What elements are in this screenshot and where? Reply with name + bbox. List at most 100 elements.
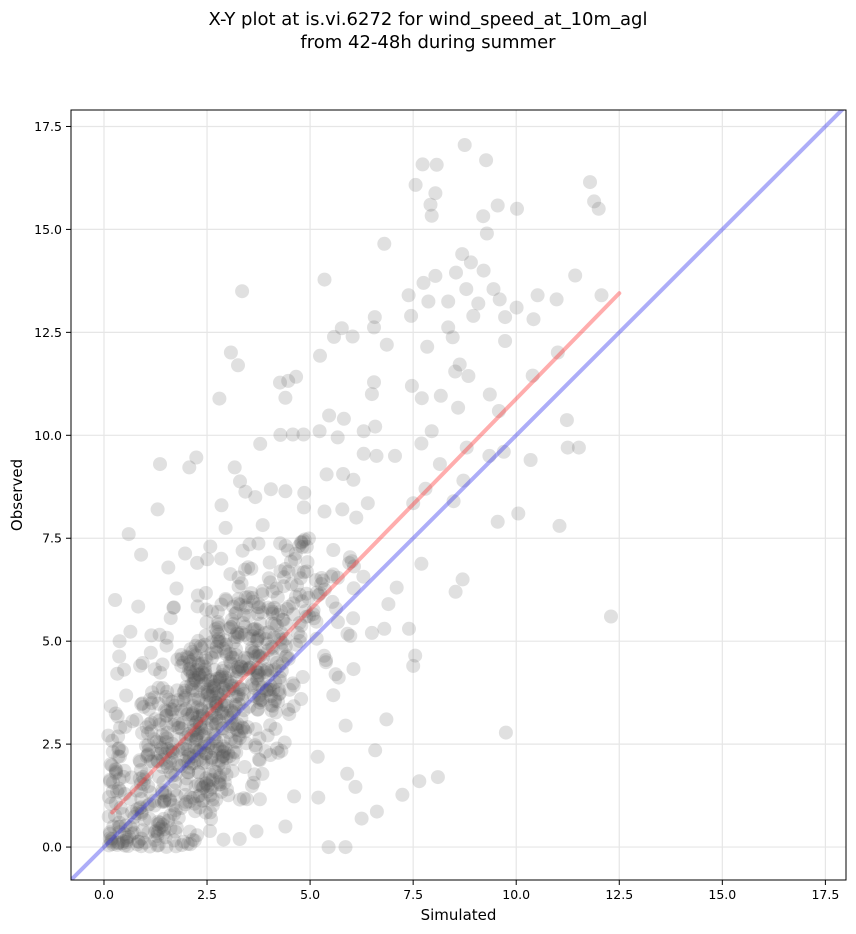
data-point [212, 391, 227, 406]
data-point [274, 604, 288, 619]
data-point [286, 607, 301, 622]
data-point [319, 467, 334, 482]
data-point [106, 775, 120, 790]
data-point [490, 514, 505, 529]
data-point [201, 738, 216, 753]
data-point [239, 600, 254, 615]
data-point [205, 772, 220, 787]
data-point [181, 650, 195, 665]
data-point [330, 615, 345, 629]
data-point [263, 748, 278, 763]
data-point [253, 649, 268, 663]
data-point [381, 597, 396, 612]
data-point [172, 732, 187, 746]
data-point [248, 490, 263, 505]
data-point [108, 706, 123, 721]
data-point [235, 543, 250, 558]
data-point [139, 767, 154, 782]
data-point [293, 629, 308, 644]
data-point [172, 720, 187, 735]
data-point [200, 778, 215, 793]
data-point [212, 770, 227, 785]
data-point [229, 699, 243, 714]
data-point [326, 543, 341, 557]
data-point [215, 750, 230, 765]
data-point [163, 821, 178, 836]
data-point [185, 644, 200, 659]
data-point [176, 834, 191, 849]
data-point [306, 607, 321, 622]
data-point [258, 665, 273, 680]
data-point [200, 784, 215, 799]
data-point [236, 654, 251, 669]
data-point [231, 687, 246, 702]
data-point [111, 742, 126, 756]
data-point [278, 538, 293, 553]
data-point [286, 699, 301, 714]
data-point [190, 555, 205, 570]
data-point [269, 581, 284, 596]
data-point [316, 573, 331, 588]
data-point [345, 329, 360, 344]
data-point [119, 830, 134, 845]
data-point [191, 765, 206, 780]
data-point [290, 578, 304, 593]
data-point [207, 764, 222, 779]
data-point [317, 648, 332, 663]
data-point [523, 453, 538, 467]
data-point [301, 531, 316, 546]
data-point [177, 753, 192, 768]
data-point [221, 725, 236, 739]
data-point [322, 408, 337, 423]
data-point [261, 668, 276, 683]
data-point [232, 731, 247, 746]
data-point [275, 635, 290, 650]
data-point [218, 644, 233, 659]
data-point [295, 670, 310, 684]
data-point [356, 569, 371, 584]
data-point [190, 828, 204, 843]
data-point [166, 600, 181, 615]
data-point [199, 711, 214, 726]
data-point [185, 706, 200, 721]
data-point [123, 624, 138, 639]
data-point [272, 659, 286, 674]
data-point [346, 611, 361, 626]
data-point [137, 835, 152, 850]
data-point [329, 601, 343, 616]
data-point [123, 820, 138, 835]
data-point [130, 802, 145, 817]
data-point [222, 719, 237, 734]
data-point [236, 686, 251, 701]
data-point [492, 292, 507, 307]
data-point [143, 645, 158, 660]
data-point [233, 597, 248, 612]
data-point [142, 797, 157, 812]
data-point [211, 691, 226, 706]
data-point [549, 292, 564, 307]
data-point [211, 631, 226, 646]
data-point [311, 588, 326, 603]
data-point [249, 633, 264, 648]
data-point [117, 787, 132, 801]
data-point [255, 766, 270, 781]
data-point [203, 539, 218, 554]
data-point [179, 777, 194, 792]
data-point [281, 599, 296, 614]
data-point [194, 723, 209, 737]
data-point [188, 804, 203, 819]
data-point [292, 587, 307, 602]
data-point [261, 600, 276, 615]
data-point [328, 667, 343, 682]
data-point [279, 617, 293, 632]
data-point [276, 579, 291, 594]
data-point [296, 427, 311, 442]
data-point [281, 702, 296, 717]
data-point [209, 716, 224, 731]
data-point [231, 697, 246, 712]
data-point [235, 661, 250, 676]
chart-title-line-2: from 42-48h during summer [300, 32, 556, 53]
data-point [306, 603, 321, 618]
data-point [101, 728, 116, 743]
data-point [215, 664, 230, 678]
